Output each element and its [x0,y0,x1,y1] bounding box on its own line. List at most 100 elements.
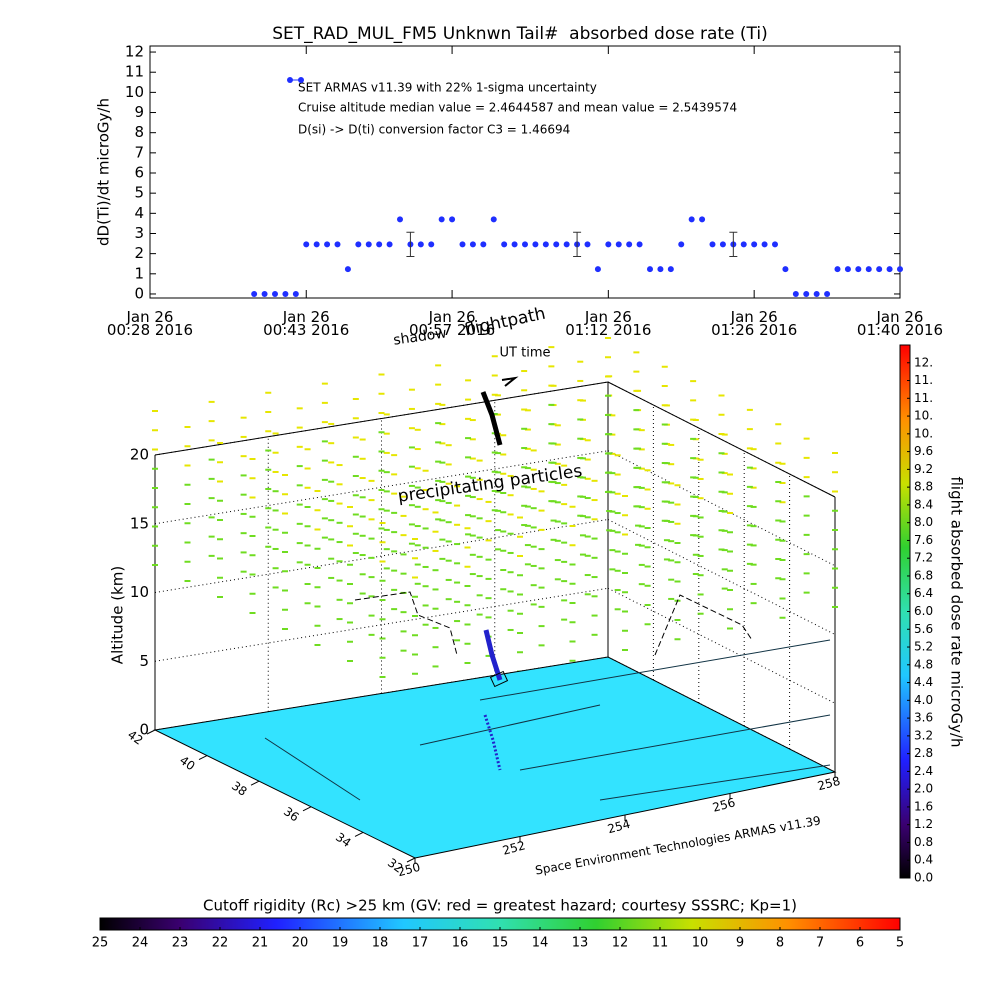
y-tick-label: 10 [125,83,144,101]
data-point [605,241,612,248]
y-tick-label: 3 [134,224,144,242]
lat-tick-label: 36 [281,804,302,824]
flight-shadow [483,714,502,771]
data-point [792,290,799,297]
data-point [615,241,622,248]
colorbar-tick-label: 7.2 [914,551,933,565]
y-tick-label: 2 [134,244,144,262]
x-tick-label: Jan 26 01:26 2016 [711,308,797,339]
colorbar-tick-label: 6.0 [914,604,933,618]
colorbar-tick-label: 7.6 [914,533,933,547]
colorbar-tick-label: 2.0 [914,782,933,796]
data-point [417,241,424,248]
plot-frame [149,45,901,299]
data-point [292,290,299,297]
z-tick-label: 0 [139,721,149,739]
box-edge [154,381,609,456]
colorbar-tick-label: 11. [914,373,933,387]
colorbar-tick-label: 20 [292,936,309,951]
error-bar [729,231,738,257]
data-point [542,241,549,248]
annotation: Cruise altitude median value = 2.4644587… [298,101,737,115]
grid-line [154,519,609,593]
grid-line [607,450,836,567]
x-tick-label: Jan 26 00:57 2016 [409,308,495,339]
data-point [344,266,351,273]
colorbar-tick-label: 1.6 [914,799,933,813]
annotation: precipitating particles [397,461,584,507]
data-point [563,241,570,248]
y-tick [250,780,260,786]
colorbar-tick-label: 11. [914,391,933,405]
y-tick-label: 0 [134,284,144,302]
lat-tick-label: 34 [333,830,354,850]
colorbar-tick-label: 14 [532,936,549,951]
colorbar-tick-label: 5 [896,936,904,951]
y-tick-label: 12 [125,43,144,61]
data-point [480,241,487,248]
data-point [719,241,726,248]
colorbar-tick-label: 5.2 [914,640,933,654]
legend-dot [298,77,304,83]
colorbar-tick-label: 15 [492,936,509,951]
data-point [386,241,393,248]
data-point [532,241,539,248]
data-point [865,266,872,273]
data-point [813,290,820,297]
lon-tick-label: 256 [711,795,737,814]
data-point [459,241,466,248]
x-tick-label: Jan 26 00:43 2016 [263,308,349,339]
colorbar-tick-label: 8.8 [914,480,933,494]
shadow-trace [354,591,458,656]
y-tick [146,729,156,735]
data-point [688,216,695,223]
colorbar-tick-label: 3.6 [914,711,933,725]
data-point [803,290,810,297]
y-tick-label: 6 [134,164,144,182]
x-axis-label: UT time [500,346,551,361]
colorbar-tick-label: 16 [452,936,469,951]
y-axis-label: dD(Ti)/dt microGy/h [95,98,113,246]
x-tick-label: Jan 26 00:28 2016 [107,308,193,339]
data-point [855,266,862,273]
data-point [511,241,518,248]
colorbar-tick-label: 0.8 [914,835,933,849]
colorbar-tick-label: 0.0 [914,871,933,885]
data-point [282,290,289,297]
y-tick [354,831,364,837]
flight-path [483,629,503,681]
colorbar-tick-label: 11 [652,936,669,951]
data-point [761,241,768,248]
data-point [751,241,758,248]
data-point [897,266,903,273]
x-tick-label: Jan 26 01:40 2016 [857,308,943,339]
colorbar-tick-label: 9 [736,936,744,951]
data-point [834,266,841,273]
data-point [647,266,653,273]
grid-line [607,587,836,704]
data-point [594,266,601,273]
colorbar-tick-label: 12 [612,936,629,951]
grid-line [154,450,609,525]
data-point [490,216,497,223]
data-point [699,216,706,223]
data-point [667,266,674,273]
legend-dot [287,77,293,83]
z-tick-label: 15 [130,514,149,532]
colorbar-tick-label: 25 [92,936,109,951]
annotation: SET ARMAS v11.39 with 22% 1-sigma uncert… [298,81,597,95]
colorbar-tick-label: 8.0 [914,515,933,529]
data-point [438,216,445,223]
colorbar-tick-label: 10. [914,409,933,423]
colorbar-tick-label: 0.4 [914,853,933,867]
grid-line [607,519,836,635]
y-tick-label: 4 [134,204,144,222]
colorbar-tick-label: 23 [172,936,189,951]
data-point [397,216,403,223]
colorbar-label: flight absorbed dose rate microGy/h [948,476,966,747]
data-point [251,290,258,297]
data-point [355,241,362,248]
aircraft-marker [489,670,509,688]
y-tick-label: 8 [134,123,144,141]
